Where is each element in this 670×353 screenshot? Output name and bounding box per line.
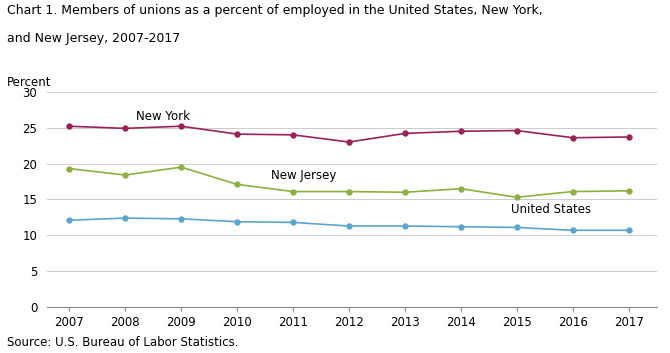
Text: and New Jersey, 2007-2017: and New Jersey, 2007-2017 [7, 32, 180, 45]
Text: United States: United States [511, 203, 592, 216]
Text: Chart 1. Members of unions as a percent of employed in the United States, New Yo: Chart 1. Members of unions as a percent … [7, 4, 543, 17]
Text: New York: New York [137, 110, 190, 123]
Text: New Jersey: New Jersey [271, 168, 336, 181]
Text: Percent: Percent [7, 76, 51, 89]
Text: Source: U.S. Bureau of Labor Statistics.: Source: U.S. Bureau of Labor Statistics. [7, 336, 239, 349]
